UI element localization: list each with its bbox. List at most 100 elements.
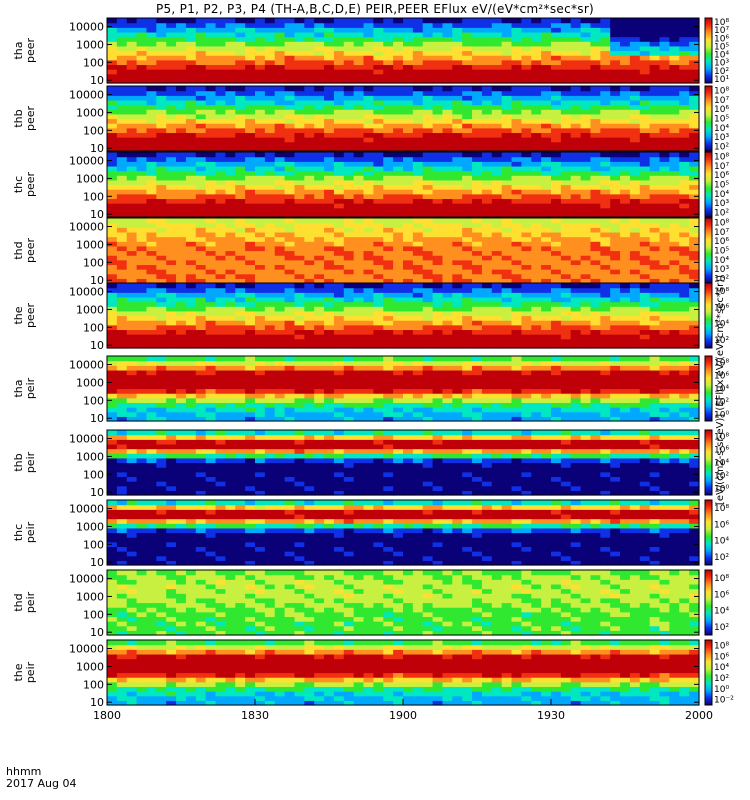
heatmap-cell	[383, 388, 394, 394]
heatmap-cell	[491, 50, 503, 56]
heatmap-cell	[176, 31, 187, 38]
heatmap-cell	[156, 18, 167, 24]
heatmap-cell	[107, 132, 118, 138]
heatmap-cell	[422, 343, 434, 349]
heatmap-cell	[531, 90, 542, 96]
colorbar-tick-label: 10⁷	[714, 162, 729, 172]
y-tick-label: 1000	[76, 238, 104, 251]
heatmap-cell	[600, 218, 611, 224]
heatmap-cell	[481, 86, 493, 92]
heatmap-cell	[333, 104, 345, 110]
heatmap-cell	[195, 132, 207, 138]
heatmap-cell	[304, 212, 315, 218]
heatmap-cell	[126, 165, 138, 172]
heatmap-cell	[472, 132, 483, 138]
heatmap-cell	[481, 306, 493, 312]
heatmap-cell	[373, 99, 384, 106]
heatmap-cell	[274, 320, 286, 326]
heatmap-cell	[570, 310, 582, 317]
heatmap-cell	[126, 218, 138, 224]
heatmap-cell	[343, 184, 355, 190]
heatmap-cell	[264, 45, 276, 52]
heatmap-cell	[255, 118, 266, 124]
heatmap-cell	[185, 231, 197, 238]
heatmap-cell	[185, 41, 197, 47]
heatmap-cell	[610, 287, 621, 293]
heatmap-cell	[600, 152, 611, 158]
heatmap-cell	[442, 218, 453, 224]
heatmap-cell	[215, 245, 226, 252]
heatmap-cell	[491, 189, 503, 195]
heatmap-cell	[610, 203, 621, 209]
heatmap-cell	[403, 31, 414, 38]
heatmap-cell	[363, 73, 374, 79]
heatmap-cell	[472, 165, 483, 172]
heatmap-cell	[353, 388, 365, 394]
heatmap-cell	[314, 287, 325, 293]
heatmap-cell	[659, 301, 670, 307]
heatmap-cell	[590, 90, 601, 96]
heatmap-cell	[225, 306, 236, 312]
heatmap-cell	[304, 127, 315, 134]
heatmap-cell	[541, 78, 552, 84]
heatmap-cell	[166, 179, 177, 186]
heatmap-cell	[432, 118, 444, 124]
heatmap-cell	[264, 329, 276, 335]
heatmap-cell	[590, 86, 601, 92]
heatmap-cell	[531, 379, 542, 385]
heatmap-cell	[590, 245, 601, 252]
heatmap-cell	[235, 86, 246, 92]
heatmap-cell	[422, 397, 434, 404]
heatmap-cell	[294, 175, 305, 181]
heatmap-cell	[629, 236, 641, 242]
heatmap-cell	[245, 137, 256, 143]
heatmap-cell	[560, 27, 572, 33]
heatmap-cell	[136, 393, 148, 399]
heatmap-cell	[393, 152, 404, 158]
heatmap-cell	[363, 146, 374, 152]
heatmap-cell	[393, 104, 404, 110]
heatmap-cell	[580, 27, 592, 33]
heatmap-cell	[620, 175, 631, 181]
heatmap-cell	[255, 95, 266, 101]
heatmap-cell	[511, 113, 522, 120]
heatmap-cell	[284, 64, 296, 70]
heatmap-cell	[215, 287, 226, 293]
heatmap-cell	[136, 189, 148, 195]
heatmap-cell	[146, 137, 157, 143]
heatmap-cell	[383, 27, 394, 33]
heatmap-cell	[264, 356, 276, 362]
heatmap-cell	[284, 407, 296, 413]
heatmap-cell	[689, 123, 700, 129]
heatmap-cell	[156, 127, 167, 134]
heatmap-cell	[403, 127, 414, 134]
heatmap-cell	[570, 222, 582, 228]
heatmap-cell	[689, 320, 700, 326]
heatmap-cell	[669, 146, 680, 152]
heatmap-cell	[205, 212, 217, 218]
heatmap-cell	[649, 329, 661, 335]
heatmap-cell	[136, 31, 148, 38]
heatmap-cell	[304, 132, 315, 138]
heatmap-cell	[274, 393, 286, 399]
heatmap-cell	[669, 45, 680, 52]
heatmap-cell	[353, 236, 365, 242]
heatmap-cell	[501, 264, 513, 270]
heatmap-cell	[452, 104, 463, 110]
heatmap-cell	[314, 146, 325, 152]
heatmap-cell	[481, 393, 493, 399]
heatmap-cell	[146, 324, 157, 331]
heatmap-cell	[383, 245, 394, 252]
heatmap-cell	[126, 338, 138, 344]
heatmap-cell	[176, 73, 187, 79]
heatmap-cell	[481, 383, 493, 390]
heatmap-cell	[255, 402, 266, 408]
heatmap-cell	[383, 324, 394, 331]
heatmap-cell	[432, 278, 444, 284]
heatmap-cell	[156, 255, 167, 261]
heatmap-cell	[600, 320, 611, 326]
heatmap-cell	[669, 320, 680, 326]
heatmap-cell	[481, 184, 493, 190]
heatmap-cell	[412, 365, 424, 371]
heatmap-cell	[570, 356, 582, 362]
